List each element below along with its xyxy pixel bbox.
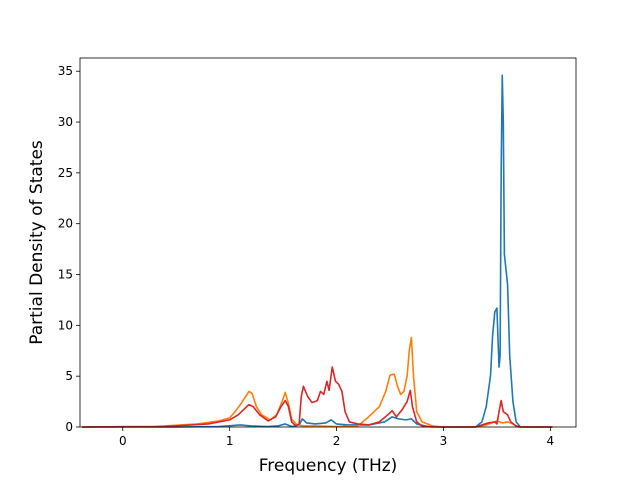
y-tick-label: 0 xyxy=(65,420,73,434)
x-tick-label: 1 xyxy=(226,434,234,448)
y-axis-label: Partial Density of States xyxy=(27,140,47,345)
y-tick-label: 35 xyxy=(58,64,73,78)
y-axis-ticks: 0 5 10 15 20 25 30 35 xyxy=(58,64,80,434)
y-tick-label: 15 xyxy=(58,268,73,282)
y-tick-label: 5 xyxy=(65,369,73,383)
series-line-1 xyxy=(82,74,553,428)
y-tick-label: 10 xyxy=(58,318,73,332)
x-tick-label: 0 xyxy=(119,434,127,448)
y-tick-label: 30 xyxy=(58,115,73,129)
x-tick-label: 4 xyxy=(547,434,555,448)
x-axis-label: Frequency (THz) xyxy=(259,456,398,476)
series-line-2 xyxy=(82,336,553,428)
y-tick-label: 20 xyxy=(58,217,73,231)
x-tick-label: 2 xyxy=(333,434,341,448)
plot-frame xyxy=(79,57,577,428)
x-tick-label: 3 xyxy=(440,434,448,448)
series-layer xyxy=(82,74,553,428)
x-axis-ticks: 0 1 2 3 4 xyxy=(119,427,554,448)
series-line-3 xyxy=(82,366,553,428)
y-tick-label: 25 xyxy=(58,166,73,180)
